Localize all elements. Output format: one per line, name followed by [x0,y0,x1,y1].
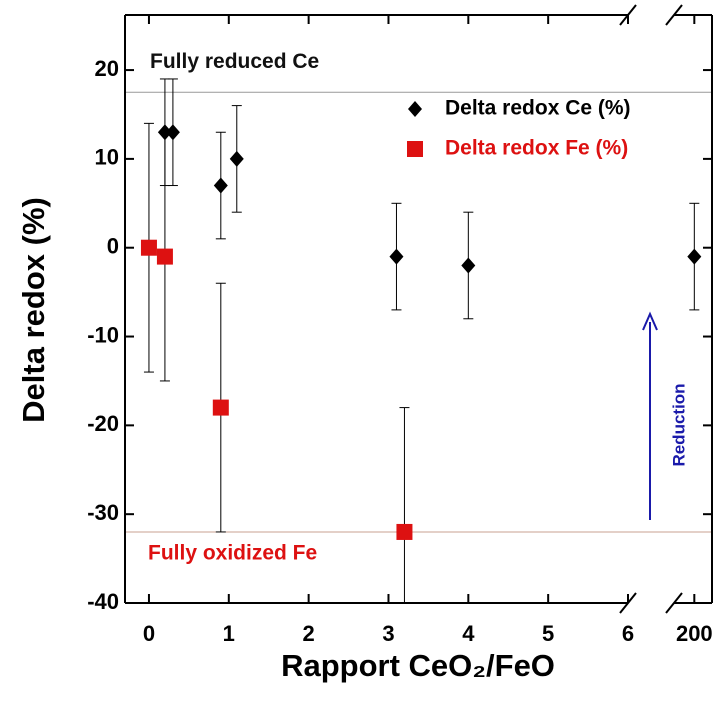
point [213,177,228,194]
point [687,248,702,265]
reference-label: Fully reduced Ce [150,50,319,73]
legend-marker [407,141,423,157]
x-tick-label: 200 [676,621,713,646]
x-tick-label: 0 [143,621,155,646]
legend-label: Delta redox Fe (%) [445,137,628,160]
y-tick-label: 0 [107,234,119,259]
y-tick-label: -20 [87,411,119,436]
point [156,248,173,265]
x-tick-label: 5 [542,621,554,646]
axis-break [665,592,683,614]
point [229,150,244,167]
x-tick-label: 1 [223,621,235,646]
legend-label: Delta redox Ce (%) [445,97,631,120]
x-tick-label: 6 [622,621,634,646]
reference-label: Fully oxidized Fe [148,541,317,564]
legend-marker [408,101,422,117]
y-tick-label: -40 [87,589,119,614]
point [389,248,404,265]
y-tick-label: -10 [87,322,119,347]
y-tick-label: 20 [95,56,119,81]
axis-break [665,4,683,26]
x-tick-label: 4 [462,621,475,646]
reduction-label: Reduction [669,383,688,466]
y-tick-label: -30 [87,500,119,525]
point [212,399,229,416]
point [140,239,157,256]
x-tick-label: 3 [382,621,394,646]
reduction-arrow-head [642,311,658,331]
y-axis-label: Delta redox (%) [16,197,51,423]
x-axis-label: Rapport CeO₂/FeO [281,648,555,683]
point [396,523,413,540]
x-tick-label: 2 [303,621,315,646]
y-tick-label: 10 [95,145,119,170]
point [461,257,476,274]
point [165,124,180,141]
